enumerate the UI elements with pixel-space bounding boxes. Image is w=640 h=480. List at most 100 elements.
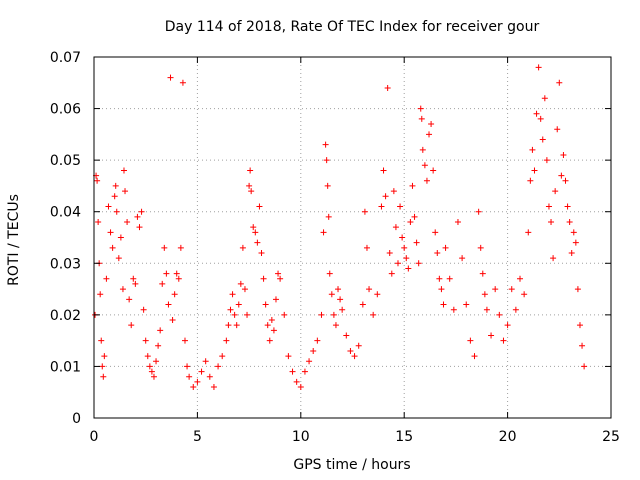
data-point bbox=[272, 296, 279, 303]
data-point bbox=[136, 224, 143, 231]
data-point bbox=[318, 311, 325, 318]
tick-labels: 0 5 10 15 20 25 0 0.01 0.02 0.03 0.04 0.05 0.06 0.07 bbox=[50, 50, 620, 445]
data-point bbox=[454, 219, 461, 226]
data-point bbox=[325, 213, 332, 220]
data-point bbox=[556, 79, 563, 86]
data-point bbox=[130, 275, 137, 282]
data-point bbox=[248, 188, 255, 195]
data-point bbox=[119, 286, 126, 293]
data-point bbox=[99, 363, 106, 370]
data-point bbox=[552, 188, 559, 195]
data-point bbox=[206, 373, 213, 380]
data-point bbox=[103, 275, 110, 282]
data-point bbox=[415, 260, 422, 267]
data-point bbox=[521, 291, 528, 298]
data-point bbox=[432, 229, 439, 236]
data-point bbox=[95, 219, 102, 226]
data-point bbox=[322, 141, 329, 148]
data-point bbox=[159, 280, 166, 287]
data-point bbox=[361, 208, 368, 215]
data-point bbox=[237, 280, 244, 287]
data-point bbox=[177, 244, 184, 251]
data-point bbox=[438, 286, 445, 293]
data-point bbox=[411, 213, 418, 220]
data-point bbox=[132, 280, 139, 287]
data-point bbox=[512, 306, 519, 313]
data-point bbox=[219, 353, 226, 360]
data-point bbox=[370, 311, 377, 318]
data-point bbox=[335, 286, 342, 293]
plot-frame bbox=[93, 56, 612, 419]
data-point bbox=[94, 177, 101, 184]
data-point bbox=[543, 157, 550, 164]
data-point bbox=[126, 296, 133, 303]
data-point bbox=[568, 249, 575, 256]
data-point bbox=[256, 203, 263, 210]
data-point bbox=[112, 182, 119, 189]
data-point bbox=[246, 182, 253, 189]
data-point bbox=[155, 342, 162, 349]
data-point bbox=[150, 373, 157, 380]
data-point bbox=[144, 353, 151, 360]
data-point bbox=[405, 265, 412, 272]
data-point bbox=[231, 311, 238, 318]
data-point bbox=[517, 275, 524, 282]
data-point bbox=[488, 332, 495, 339]
data-point bbox=[244, 311, 251, 318]
data-point bbox=[190, 384, 197, 391]
data-point bbox=[475, 208, 482, 215]
data-point bbox=[374, 291, 381, 298]
data-point bbox=[562, 177, 569, 184]
data-point bbox=[105, 203, 112, 210]
data-point bbox=[153, 358, 160, 365]
data-point bbox=[407, 219, 414, 226]
data-point bbox=[323, 157, 330, 164]
data-point bbox=[413, 239, 420, 246]
data-point bbox=[576, 322, 583, 329]
data-point bbox=[111, 193, 118, 200]
data-point bbox=[380, 167, 387, 174]
data-point bbox=[504, 322, 511, 329]
data-point bbox=[440, 301, 447, 308]
data-point bbox=[281, 311, 288, 318]
data-point bbox=[235, 301, 242, 308]
data-point bbox=[260, 275, 267, 282]
data-point bbox=[579, 342, 586, 349]
data-point bbox=[262, 301, 269, 308]
data-point bbox=[227, 306, 234, 313]
data-point bbox=[366, 286, 373, 293]
y-tick-label: 0.04 bbox=[50, 205, 81, 221]
data-point bbox=[266, 337, 273, 344]
data-point bbox=[117, 234, 124, 241]
data-point bbox=[363, 244, 370, 251]
data-point bbox=[558, 172, 565, 179]
data-point bbox=[355, 342, 362, 349]
y-tick-label: 0.05 bbox=[50, 153, 81, 169]
data-point bbox=[426, 131, 433, 138]
x-tick-label: 5 bbox=[193, 429, 202, 445]
data-point bbox=[539, 136, 546, 143]
data-point bbox=[124, 219, 131, 226]
data-point bbox=[175, 275, 182, 282]
data-point bbox=[378, 203, 385, 210]
data-point bbox=[339, 306, 346, 313]
data-point bbox=[423, 177, 430, 184]
data-point bbox=[564, 203, 571, 210]
data-point bbox=[179, 79, 186, 86]
data-point bbox=[169, 317, 176, 324]
data-point bbox=[202, 358, 209, 365]
x-axis-label: GPS time / hours bbox=[293, 457, 410, 473]
data-point bbox=[109, 244, 116, 251]
data-point bbox=[403, 255, 410, 262]
data-point bbox=[100, 373, 107, 380]
data-point bbox=[252, 229, 259, 236]
data-point bbox=[97, 291, 104, 298]
data-point bbox=[241, 286, 248, 293]
x-tick-label: 0 bbox=[90, 429, 99, 445]
data-point bbox=[258, 249, 265, 256]
data-point bbox=[107, 229, 114, 236]
data-point bbox=[184, 363, 191, 370]
data-point bbox=[332, 322, 339, 329]
data-point bbox=[250, 224, 257, 231]
